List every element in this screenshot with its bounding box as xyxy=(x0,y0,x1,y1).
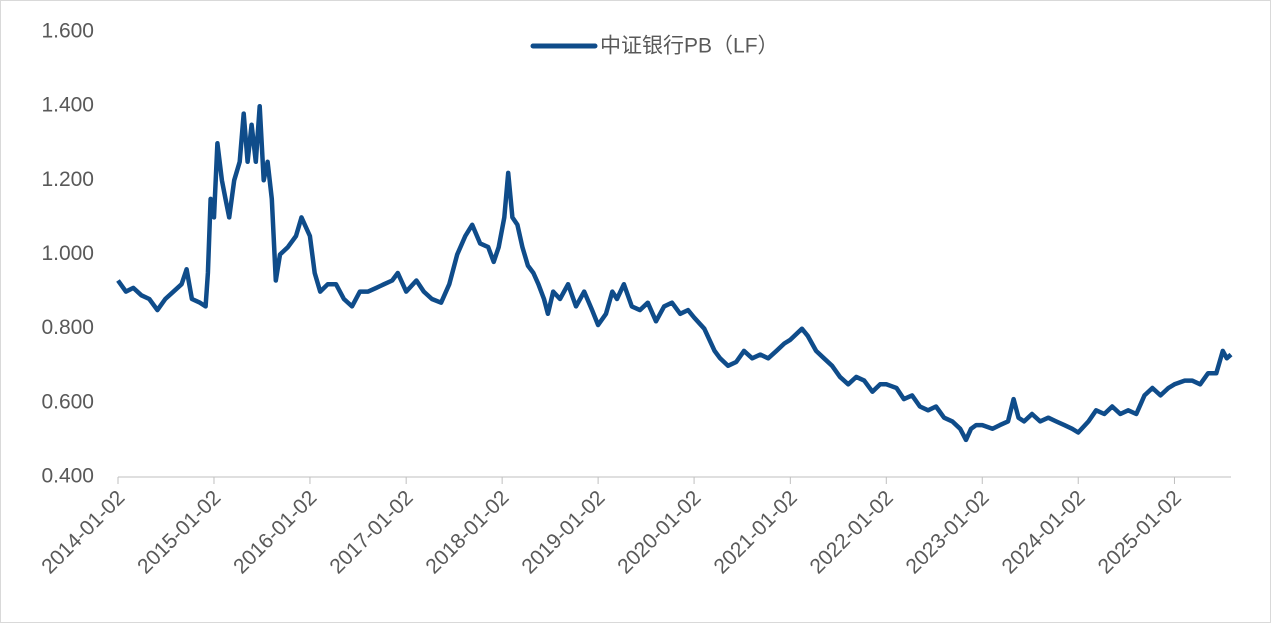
data-line xyxy=(116,103,1233,443)
y-tick-label: 1.600 xyxy=(41,20,94,43)
y-tick-label: 1.000 xyxy=(41,242,94,265)
y-tick-label: 0.800 xyxy=(41,316,94,339)
y-tick-label: 0.400 xyxy=(41,465,94,488)
y-tick-label: 0.600 xyxy=(41,390,94,413)
legend-label: 中证银行PB（LF） xyxy=(600,35,779,58)
y-tick-label: 1.400 xyxy=(41,94,94,117)
y-tick-label: 1.200 xyxy=(41,168,94,191)
